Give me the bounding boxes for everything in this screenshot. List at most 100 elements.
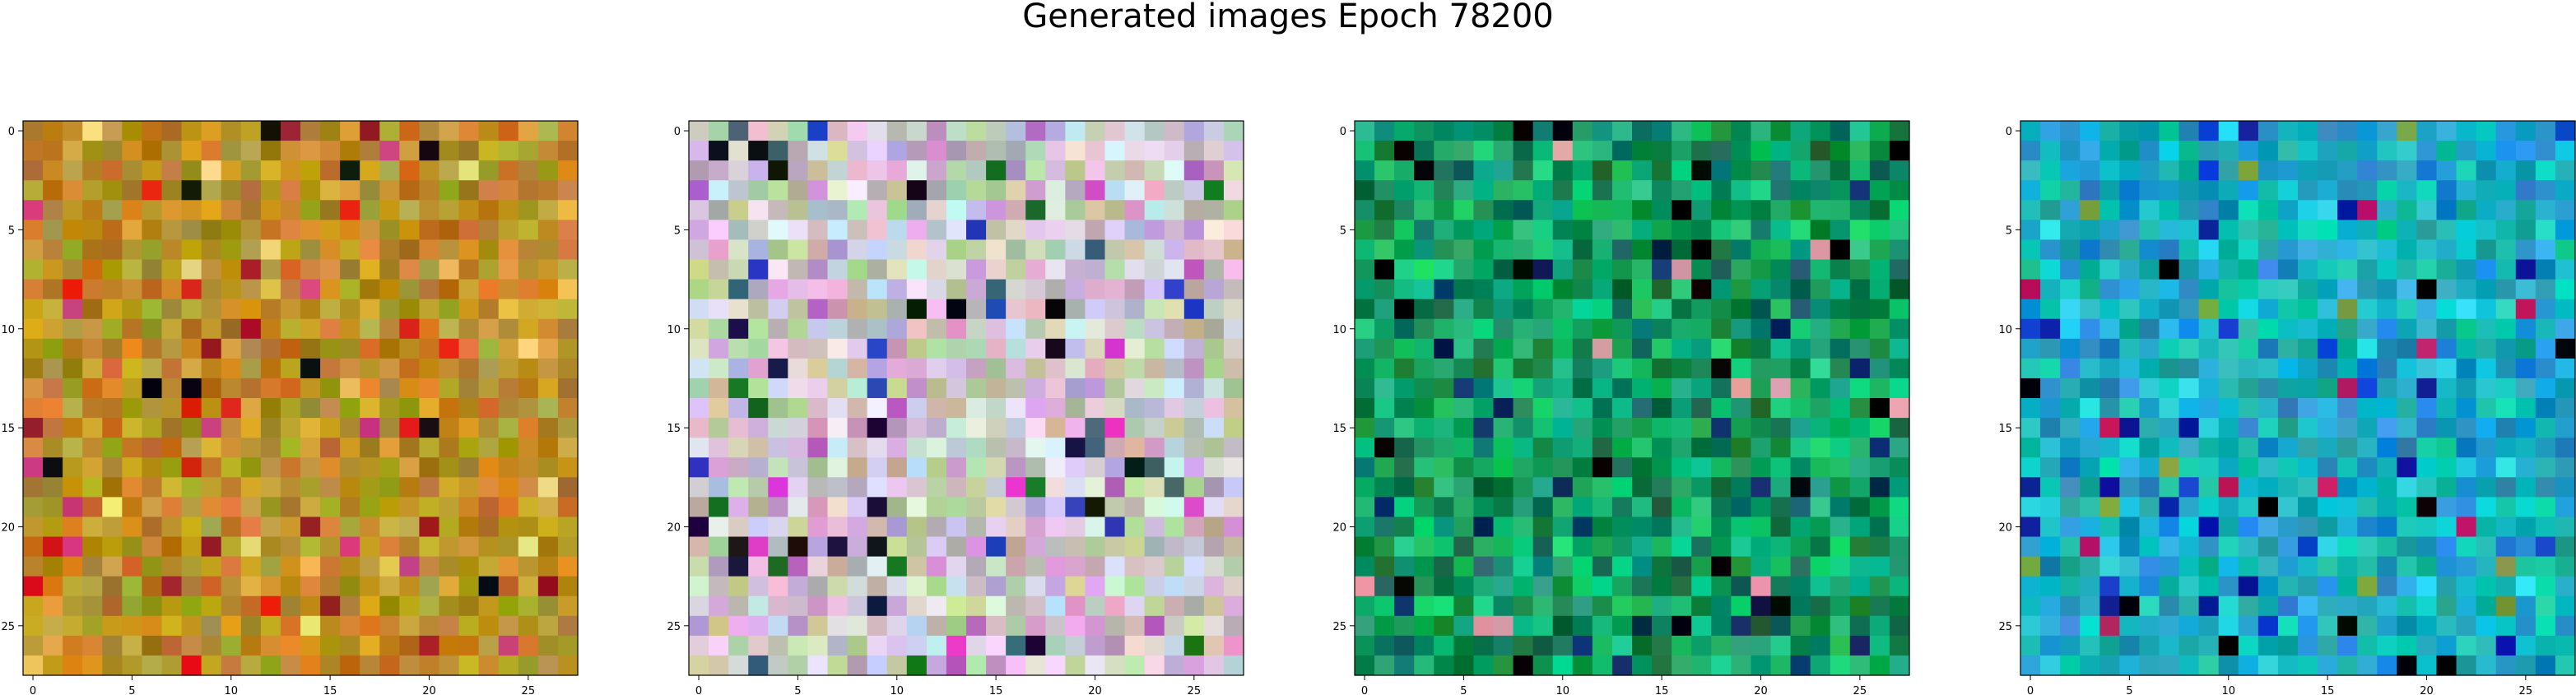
pixel-cell (2437, 359, 2457, 379)
pixel-cell (162, 121, 183, 141)
pixel-cell (1473, 577, 1494, 597)
pixel-cell (848, 537, 868, 558)
pixel-cell (1473, 220, 1494, 240)
pixel-cell (1434, 121, 1454, 141)
pixel-cell (2179, 280, 2200, 300)
pixel-cell (2278, 636, 2299, 656)
pixel-cell (340, 557, 360, 577)
pixel-cell (2199, 180, 2220, 201)
pixel-cell (728, 141, 749, 161)
pixel-cell (2555, 577, 2576, 597)
pixel-cell (1830, 319, 1851, 340)
pixel-cell (1553, 121, 1574, 141)
pixel-cell (1811, 378, 1831, 399)
pixel-cell (1165, 418, 1185, 438)
pixel-cell (439, 596, 460, 617)
pixel-cell (887, 141, 908, 161)
pixel-cell (2476, 280, 2497, 300)
pixel-cell (2457, 438, 2477, 458)
pixel-cell (82, 398, 103, 419)
pixel-cell (2397, 220, 2417, 240)
pixel-cell (768, 280, 788, 300)
pixel-cell (360, 457, 380, 478)
pixel-cell (261, 359, 281, 379)
pixel-cell (122, 656, 142, 676)
pixel-cell (162, 517, 183, 537)
pixel-cell (2536, 537, 2556, 558)
pixel-cell (1870, 378, 1890, 399)
pixel-cell (2298, 477, 2318, 498)
pixel-cell (1890, 616, 1910, 637)
pixel-cell (2119, 339, 2140, 359)
pixel-cell (1612, 656, 1633, 676)
pixel-cell (1553, 280, 1574, 300)
pixel-cell (2239, 557, 2259, 577)
pixel-cell (340, 359, 360, 379)
pixel-cell (2318, 260, 2338, 280)
pixel-cell (986, 537, 1007, 558)
pixel-cell (1473, 438, 1494, 458)
pixel-cell (689, 477, 709, 498)
pixel-cell (2219, 557, 2239, 577)
pixel-cell (1711, 457, 1732, 478)
pixel-cell (2278, 260, 2299, 280)
pixel-cell (202, 656, 222, 676)
pixel-cell (828, 160, 849, 181)
pixel-cell (828, 497, 849, 517)
pixel-cell (1731, 577, 1751, 597)
pixel-cell (2416, 220, 2437, 240)
pixel-cell (907, 557, 928, 577)
pixel-cell (538, 141, 559, 161)
pixel-cell (43, 160, 63, 181)
pixel-cell (1830, 537, 1851, 558)
pixel-cell (1672, 180, 1692, 201)
pixel-cell (82, 537, 103, 558)
pixel-cell (340, 438, 360, 458)
pixel-cell (2080, 537, 2100, 558)
pixel-cell (1224, 537, 1244, 558)
pixel-cell (2536, 378, 2556, 399)
pixel-cell (748, 220, 769, 240)
pixel-cell (142, 616, 162, 637)
pixel-cell (221, 398, 242, 419)
pixel-cell (320, 418, 341, 438)
pixel-cell (419, 280, 439, 300)
pixel-cell (966, 220, 987, 240)
pixel-cell (2060, 280, 2081, 300)
pixel-cell (2318, 180, 2338, 201)
pixel-cell (986, 378, 1007, 399)
pixel-cell (986, 180, 1007, 201)
pixel-cell (1573, 339, 1593, 359)
x-tick-label: 5 (794, 685, 801, 695)
pixel-cell (499, 517, 519, 537)
pixel-cell (2258, 457, 2279, 478)
pixel-cell (1494, 319, 1514, 340)
pixel-cell (2397, 160, 2417, 181)
pixel-cell (1473, 636, 1494, 656)
pixel-cell (848, 200, 868, 220)
pixel-cell (1612, 596, 1633, 617)
pixel-cell (142, 141, 162, 161)
pixel-cell (360, 220, 380, 240)
pixel-cell (1890, 577, 1910, 597)
pixel-cell (1145, 319, 1165, 340)
pixel-cell (1890, 557, 1910, 577)
pixel-cell (360, 319, 380, 340)
pixel-cell (102, 160, 123, 181)
pixel-cell (1224, 220, 1244, 240)
pixel-cell (927, 160, 947, 181)
pixel-cell (1434, 299, 1454, 320)
pixel-cell (689, 517, 709, 537)
pixel-cell (728, 596, 749, 617)
pixel-cell (1672, 220, 1692, 240)
pixel-cell (1374, 636, 1395, 656)
pixel-cell (2099, 319, 2120, 340)
pixel-cell (1065, 239, 1086, 260)
pixel-cell (2239, 180, 2259, 201)
pixel-cell (867, 280, 888, 300)
pixel-cell (2516, 121, 2536, 141)
pixel-cell (102, 418, 123, 438)
x-tick-label: 10 (224, 685, 238, 695)
pixel-cell (887, 596, 908, 617)
